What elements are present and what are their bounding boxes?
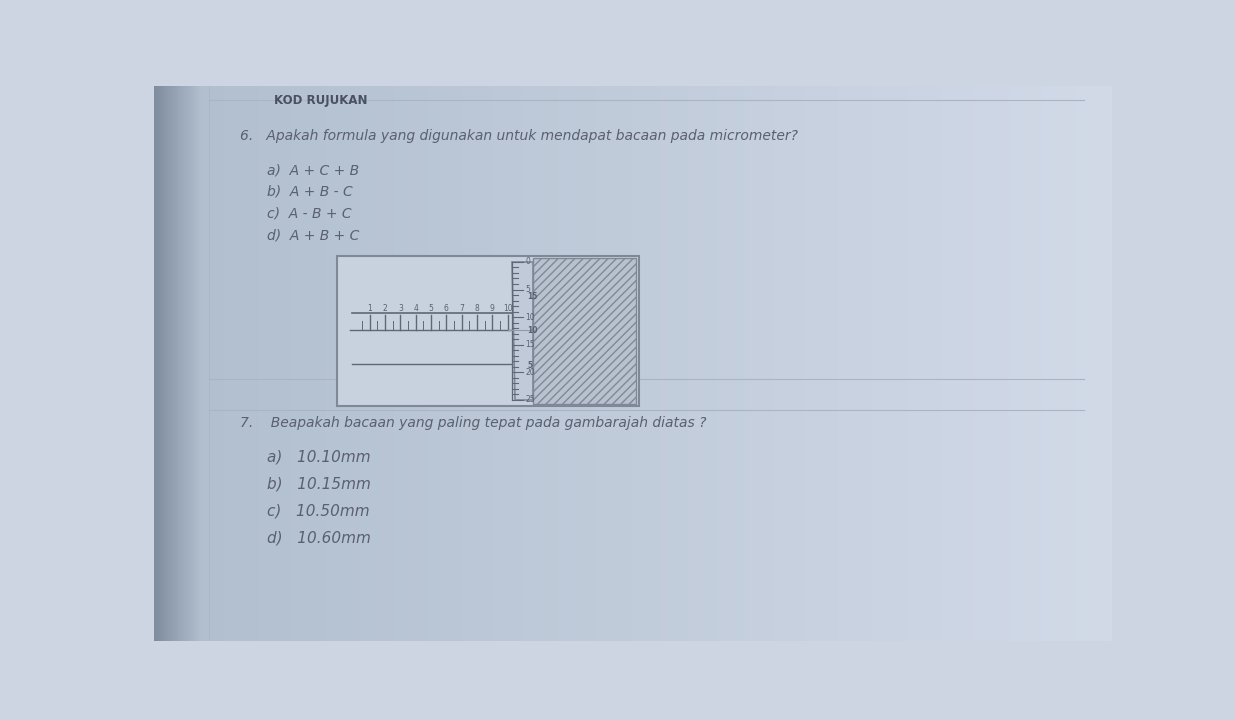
Text: 15: 15 <box>526 340 535 349</box>
Text: 10: 10 <box>503 304 513 312</box>
Text: 4: 4 <box>414 304 419 312</box>
Text: c)   10.50mm: c) 10.50mm <box>267 504 369 518</box>
Text: 6.   Apakah formula yang digunakan untuk mendapat bacaan pada micrometer?: 6. Apakah formula yang digunakan untuk m… <box>240 129 798 143</box>
Text: d)  A + B + C: d) A + B + C <box>267 228 359 242</box>
Text: b)  A + B - C: b) A + B - C <box>267 185 352 199</box>
Text: 7.    Beapakah bacaan yang paling tepat pada gambarajah diatas ?: 7. Beapakah bacaan yang paling tepat pad… <box>240 416 706 430</box>
Text: 9: 9 <box>490 304 495 312</box>
Text: 5: 5 <box>527 361 532 370</box>
Text: 6: 6 <box>443 304 448 312</box>
Text: 0: 0 <box>526 258 531 266</box>
Text: 15: 15 <box>527 292 537 301</box>
Polygon shape <box>511 262 534 400</box>
Text: KOD RUJUKAN: KOD RUJUKAN <box>274 94 368 107</box>
Text: 2: 2 <box>383 304 388 312</box>
Text: 1: 1 <box>367 304 372 312</box>
Text: 10: 10 <box>526 312 535 322</box>
Text: 20: 20 <box>526 368 535 377</box>
Bar <box>534 258 636 404</box>
Text: 10: 10 <box>527 326 537 336</box>
Text: 8: 8 <box>474 304 479 312</box>
Text: 25: 25 <box>526 395 535 405</box>
Text: 7: 7 <box>459 304 464 312</box>
Text: 3: 3 <box>398 304 403 312</box>
Text: a)   10.10mm: a) 10.10mm <box>267 450 370 465</box>
Bar <box>336 256 638 406</box>
Text: c)  A - B + C: c) A - B + C <box>267 207 352 220</box>
Text: d)   10.60mm: d) 10.60mm <box>267 531 370 546</box>
Text: a)  A + C + B: a) A + C + B <box>267 163 359 177</box>
Text: 5: 5 <box>429 304 433 312</box>
Text: b)   10.15mm: b) 10.15mm <box>267 477 370 492</box>
Text: 5: 5 <box>526 285 531 294</box>
